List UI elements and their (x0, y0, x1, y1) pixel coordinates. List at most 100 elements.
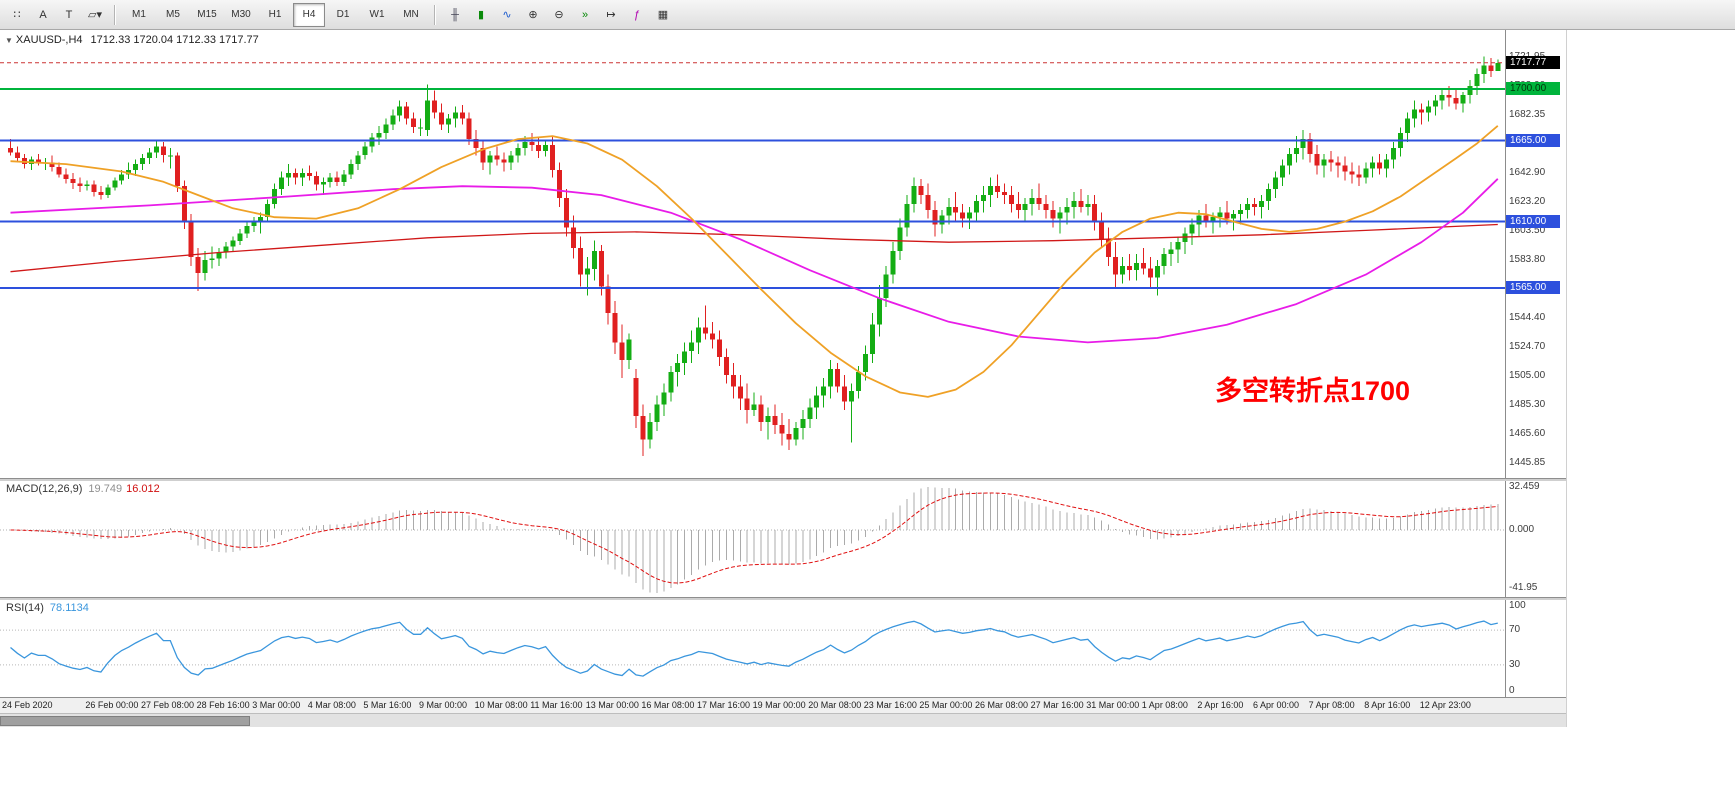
time-label: 31 Mar 00:00 (1086, 700, 1140, 710)
timeframe-m15-button[interactable]: M15 (197, 8, 217, 20)
line-chart-icon[interactable]: ∿ (502, 8, 512, 21)
rsi-line (10, 620, 1498, 677)
time-label: 26 Feb 00:00 (85, 700, 139, 710)
axis-tick: 1524.70 (1509, 341, 1546, 353)
symbol-label: XAUUSD-,H4 (15, 34, 83, 46)
hline-price-box: 1665.00 (1506, 133, 1560, 147)
toolbar-separator (434, 4, 436, 25)
panel-separator[interactable] (0, 597, 1566, 600)
candles (8, 56, 1501, 456)
time-label: 7 Apr 08:00 (1308, 700, 1355, 710)
time-label: 16 Mar 08:00 (641, 700, 695, 710)
macd-panel: 32.459 0.000 -41.95 MACD(12,26,9) 19.749 16.… (0, 481, 1566, 597)
rsi-value: 78.1134 (49, 602, 89, 614)
toolbar: ∷ A T ▱▾ M1 M5 M15 M30 H1 H4 D1 W1 MN ╫ ▮ ∿ ⊕ ⊖ » ↦ ƒ ▦ (0, 0, 1735, 30)
macd-signal-value: 16.012 (126, 483, 160, 495)
rsi-axis[interactable]: 100 70 30 0 (1505, 600, 1566, 697)
time-label: 19 Mar 00:00 (752, 700, 806, 710)
shapes-tool-button[interactable]: ▱▾ (88, 8, 102, 21)
axis-tick: 1485.30 (1509, 399, 1546, 411)
ma-mid-line (10, 178, 1499, 344)
timeframe-m5-button[interactable]: M5 (166, 8, 180, 20)
time-label: 23 Mar 16:00 (863, 700, 917, 710)
text-tool-button[interactable]: T (65, 8, 73, 21)
axis-tick: 100 (1509, 600, 1526, 611)
current-price-box: 1717.77 (1506, 55, 1560, 69)
macd-axis[interactable]: 32.459 0.000 -41.95 (1505, 481, 1566, 597)
time-label: 1 Apr 08:00 (1141, 700, 1188, 710)
toolbar-left-tools: ∷ A T ▱▾ (4, 3, 108, 27)
time-label: 28 Feb 16:00 (196, 700, 250, 710)
ohlc-readout: 1712.33 1720.04 1712.33 1717.77 (90, 34, 259, 46)
hline-price-box: 1700.00 (1506, 81, 1560, 95)
axis-tick: 30 (1509, 658, 1521, 670)
time-label: 13 Mar 00:00 (585, 700, 639, 710)
axis-tick: 1603.50 (1509, 225, 1546, 237)
time-label: 17 Mar 16:00 (697, 700, 751, 710)
time-label: 2 Apr 16:00 (1197, 700, 1244, 710)
price-axis[interactable]: 1721.951702.001682.351662.551642.901623.… (1505, 30, 1566, 478)
axis-tick: 32.459 (1509, 481, 1540, 492)
zoom-out-icon[interactable]: ⊖ (554, 8, 564, 21)
rsi-panel: 100 70 30 0 RSI(14) 78.1134 (0, 600, 1566, 697)
axis-tick: 1682.35 (1509, 108, 1546, 120)
axis-tick: 1544.40 (1509, 312, 1546, 324)
rsi-label: RSI(14) 78.1134 (6, 602, 89, 614)
timeframe-m1-button[interactable]: M1 (132, 8, 146, 20)
hline-price-box: 1565.00 (1506, 280, 1560, 294)
hline-price-box: 1610.00 (1506, 214, 1560, 228)
timeframe-d1-button[interactable]: D1 (336, 8, 350, 20)
auto-scroll-icon[interactable]: » (581, 8, 589, 21)
panel-separator[interactable] (0, 478, 1566, 481)
chart-canvas[interactable]: 多空转折点1700 (0, 30, 1505, 478)
zoom-in-icon[interactable]: ⊕ (528, 8, 538, 21)
main-chart-panel: 多空转折点1700 1721.951702.001682.351662.5516… (0, 30, 1566, 478)
time-axis[interactable]: 24 Feb 2020 26 Feb 00:00 27 Feb 08:00 28 Fe… (0, 697, 1566, 713)
arrow-tool-button[interactable]: A (39, 8, 47, 21)
macd-label: MACD(12,26,9) 19.749 16.012 (6, 483, 160, 495)
indicators-icon[interactable]: ƒ (633, 8, 641, 21)
axis-tick: 1505.00 (1509, 370, 1546, 382)
macd-canvas[interactable] (0, 481, 1505, 597)
time-label: 27 Mar 16:00 (1030, 700, 1084, 710)
annotation-text[interactable]: 多空转折点1700 (1215, 375, 1410, 406)
timeframe-h1-button[interactable]: H1 (268, 8, 282, 20)
scrollbar-thumb[interactable] (0, 716, 250, 726)
time-label: 25 Mar 00:00 (919, 700, 973, 710)
time-label: 27 Feb 08:00 (141, 700, 195, 710)
macd-histogram (16, 487, 1499, 593)
axis-tick: 70 (1509, 624, 1521, 636)
timeframe-mn-button[interactable]: MN (403, 8, 419, 20)
time-label: 8 Apr 16:00 (1364, 700, 1411, 710)
time-label: 4 Mar 08:00 (307, 700, 356, 710)
time-label: 12 Apr 23:00 (1419, 700, 1471, 710)
timeframe-h4-button[interactable]: H4 (293, 2, 325, 27)
ma-slow-line (10, 223, 1498, 273)
axis-tick: 1642.90 (1509, 167, 1546, 179)
timeframe-w1-button[interactable]: W1 (369, 8, 385, 20)
time-label: 10 Mar 08:00 (474, 700, 528, 710)
time-label: 6 Apr 00:00 (1253, 700, 1300, 710)
axis-tick: 0.000 (1509, 524, 1535, 536)
ma-fast-line (10, 125, 1499, 398)
candlestick-chart-icon[interactable]: ▮ (477, 8, 485, 21)
time-label: 5 Mar 16:00 (363, 700, 412, 710)
chart-shift-icon[interactable]: ↦ (606, 8, 616, 21)
toolbar-grip-icon[interactable]: ∷ (13, 8, 21, 21)
bar-chart-icon[interactable]: ╫ (451, 8, 459, 21)
axis-tick: 0 (1509, 685, 1515, 696)
axis-tick: 1465.60 (1509, 428, 1546, 440)
timeframe-m30-button[interactable]: M30 (231, 8, 251, 20)
macd-main-value: 19.749 (88, 483, 123, 495)
templates-icon[interactable]: ▦ (657, 8, 669, 21)
axis-tick: -41.95 (1509, 582, 1538, 594)
collapse-icon[interactable]: ▼ (5, 36, 13, 45)
toolbar-right-tools: ╫ ▮ ∿ ⊕ ⊖ » ↦ ƒ ▦ (442, 3, 676, 27)
axis-tick: 1623.20 (1509, 196, 1546, 208)
horizontal-scrollbar[interactable] (0, 713, 1566, 727)
time-label: 11 Mar 16:00 (530, 700, 583, 710)
time-label: 26 Mar 08:00 (975, 700, 1029, 710)
time-label: 3 Mar 00:00 (252, 700, 301, 710)
axis-tick: 1445.85 (1509, 457, 1546, 469)
rsi-canvas[interactable] (0, 600, 1505, 697)
